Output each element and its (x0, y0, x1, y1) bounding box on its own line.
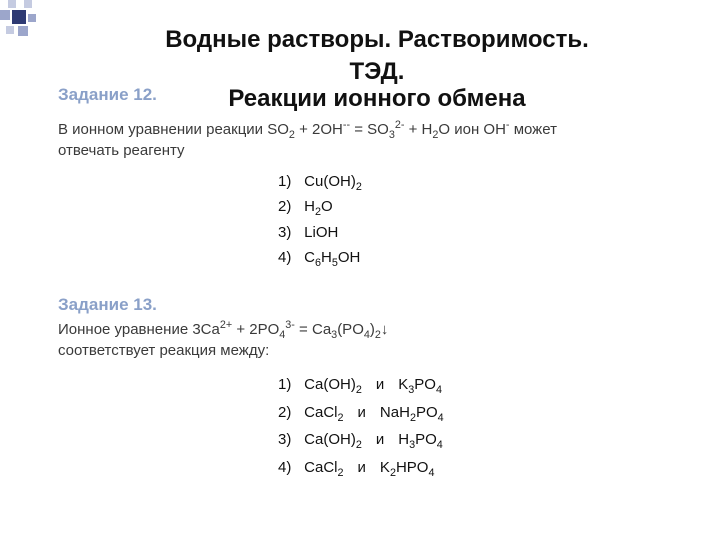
t13-o1-n: 1) (278, 371, 300, 399)
t13-opt-1: 1) Ca(OH)2иK3PO4 (278, 371, 696, 399)
t12-p-l: может (510, 121, 557, 138)
title-line1: Водные растворы. Растворимость. (165, 26, 589, 53)
title-line2: ТЭД. (350, 58, 405, 85)
t13-o1-e: PO (414, 376, 436, 393)
t13-o2-f: 4 (438, 412, 444, 424)
t13-opt-4: 4) CaCl2иK2HPO4 (278, 454, 696, 482)
task-12: Задание 12. Реакции ионного обмена В ион… (58, 85, 696, 271)
t13-opt-3: 3) Ca(OH)2иH3PO4 (278, 426, 696, 454)
t13-o3-c: H (398, 431, 409, 448)
t12-o1-a: Cu(OH) (304, 173, 356, 190)
t13-p-a: Ионное уравнение 3Ca (58, 321, 220, 338)
corner-decoration (0, 0, 48, 48)
t12-o4-c: H (321, 249, 332, 266)
t13-p-h: (PO (337, 321, 364, 338)
task13-label: Задание 13. (58, 295, 696, 315)
t13-p-b: 2+ (220, 319, 232, 331)
slide-title: Водные растворы. Растворимость. ТЭД. (58, 24, 696, 89)
t13-o3-e: PO (415, 431, 437, 448)
t12-p-g: 2- (395, 119, 405, 131)
t12-opt-3: 3) LiOH (278, 220, 696, 246)
t13-o1-a: Ca(OH) (304, 376, 356, 393)
t12-o2-n: 2) (278, 194, 300, 220)
t13-p-l: ↓ (381, 321, 389, 338)
t13-o4-n: 4) (278, 454, 300, 482)
t12-o4-e: OH (338, 249, 361, 266)
t13-o2-e: PO (416, 404, 438, 421)
task13-prompt: Ионное уравнение 3Ca2+ + 2PO43- = Ca3(PO… (58, 319, 696, 361)
task12-options: 1) Cu(OH)2 2) H2O 3) LiOH 4) C6H5OH (278, 169, 696, 271)
t13-o4-b: 2 (338, 467, 344, 479)
t13-o1-b: 2 (356, 384, 362, 396)
task-13: Задание 13. Ионное уравнение 3Ca2+ + 2PO… (58, 295, 696, 482)
t12-opt-4: 4) C6H5OH (278, 245, 696, 271)
t12-o1-b: 2 (356, 181, 362, 193)
t12-p-d: -- (343, 119, 350, 131)
t12-o4-n: 4) (278, 245, 300, 271)
t13-p-c: + 2PO (232, 321, 279, 338)
t13-o3-f: 4 (437, 439, 443, 451)
t13-o2-c: NaH (380, 404, 410, 421)
t12-o1-n: 1) (278, 169, 300, 195)
t12-o2-c: O (321, 198, 333, 215)
t13-o2-a: CaCl (304, 404, 337, 421)
t12-opt-1: 1) Cu(OH)2 (278, 169, 696, 195)
t12-p-a: В ионном уравнении реакции SO (58, 121, 289, 138)
t13-o2-b: 2 (338, 412, 344, 424)
task12-label: Задание 12. (58, 85, 157, 105)
t13-p-line2: соответствует реакция между: (58, 342, 269, 359)
slide-content: Водные растворы. Растворимость. ТЭД. Зад… (58, 24, 696, 516)
t13-o1-f: 4 (436, 384, 442, 396)
t12-p-e: = SO (350, 121, 389, 138)
t12-p-h: + H (404, 121, 432, 138)
t13-o4-a: CaCl (304, 459, 337, 476)
t13-o3-n: 3) (278, 426, 300, 454)
t13-o3-b: 2 (356, 439, 362, 451)
t13-o4-c: K (380, 459, 390, 476)
t13-p-e: 3- (285, 319, 295, 331)
t13-opt-2: 2) CaCl2иNaH2PO4 (278, 399, 696, 427)
t13-o3-sep: и (376, 431, 384, 448)
t13-o2-n: 2) (278, 399, 300, 427)
t13-o1-sep: и (376, 376, 384, 393)
t13-p-f: = Ca (295, 321, 331, 338)
t12-p-j: O ион OH (438, 121, 506, 138)
t13-o4-sep: и (358, 459, 366, 476)
t12-p-line2: отвечать реагенту (58, 142, 185, 159)
t12-o3-a: LiOH (304, 224, 338, 241)
task13-options: 1) Ca(OH)2иK3PO4 2) CaCl2иNaH2PO4 3) Ca(… (278, 371, 696, 482)
t12-p-c: + 2OH (295, 121, 343, 138)
t13-o1-c: K (398, 376, 408, 393)
task12-prompt: В ионном уравнении реакции SO2 + 2OH-- =… (58, 119, 696, 161)
t12-o3-n: 3) (278, 220, 300, 246)
t12-o4-a: C (304, 249, 315, 266)
t13-o4-e: HPO (396, 459, 429, 476)
t13-o2-sep: и (358, 404, 366, 421)
t13-o3-a: Ca(OH) (304, 431, 356, 448)
t12-opt-2: 2) H2O (278, 194, 696, 220)
t13-o4-f: 4 (428, 467, 434, 479)
t12-o2-a: H (304, 198, 315, 215)
